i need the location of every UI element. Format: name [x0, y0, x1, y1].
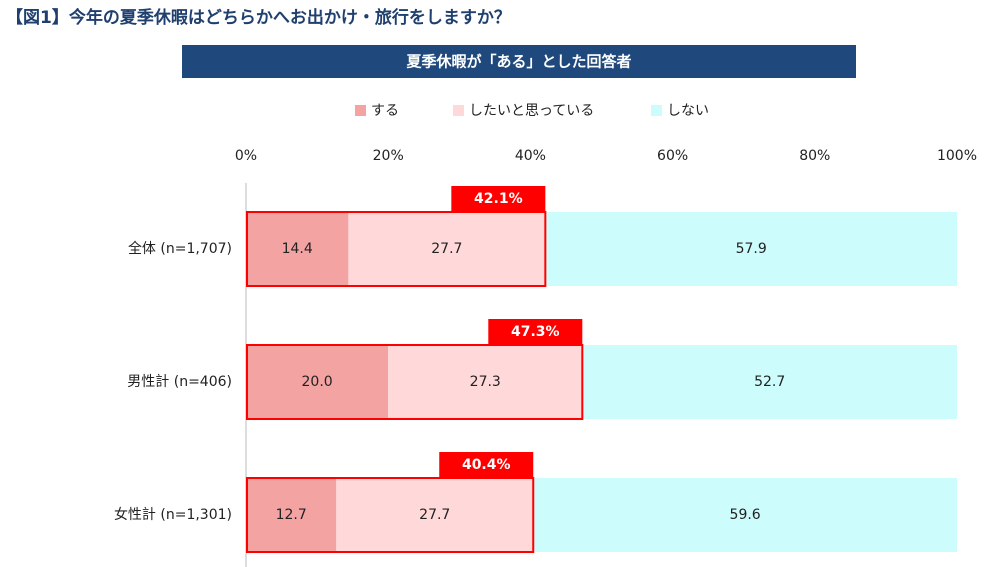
data-label: 27.7 — [431, 241, 462, 257]
bar-segment — [545, 212, 957, 286]
banner — [182, 45, 856, 78]
total-callout — [488, 319, 583, 344]
legend-swatch — [651, 105, 662, 116]
x-tick-label: 20% — [373, 148, 404, 164]
y-tick-label: 全体 (n=1,707) — [128, 240, 232, 257]
banner-text: 夏季休暇が「ある」とした回答者 — [405, 53, 631, 71]
y-tick-label: 女性計 (n=1,301) — [114, 506, 232, 523]
total-outline — [246, 477, 535, 553]
data-label: 27.7 — [419, 507, 450, 523]
data-label: 12.7 — [276, 507, 307, 523]
data-label: 52.7 — [754, 374, 785, 390]
chart-title: 【図1】今年の夏季休暇はどちらかへお出かけ・旅行をしますか？ — [6, 7, 511, 28]
y-tick-label: 男性計 (n=406) — [127, 374, 232, 390]
legend-label: しない — [667, 103, 709, 119]
data-label: 20.0 — [302, 374, 333, 390]
x-tick-label: 100% — [937, 148, 977, 164]
bar-segment — [246, 345, 389, 419]
bar-segment — [582, 345, 957, 419]
bar-segment — [348, 212, 546, 286]
bar-segment — [533, 478, 957, 552]
x-tick-label: 40% — [515, 148, 546, 164]
data-label: 59.6 — [730, 507, 761, 523]
total-callout — [451, 186, 546, 211]
legend-label: したいと思っている — [469, 103, 594, 119]
x-tick-label: 0% — [235, 148, 257, 164]
total-label: 40.4% — [462, 457, 511, 473]
legend-swatch — [355, 105, 366, 116]
x-tick-label: 80% — [799, 148, 830, 164]
bar-segment — [246, 478, 337, 552]
legend-label: する — [371, 103, 399, 119]
bar-segment — [388, 345, 583, 419]
bar-segment — [336, 478, 534, 552]
total-label: 42.1% — [474, 191, 523, 207]
total-label: 47.3% — [511, 324, 560, 340]
total-outline — [246, 344, 584, 420]
total-callout — [439, 452, 534, 477]
legend-swatch — [453, 105, 464, 116]
x-tick-label: 60% — [657, 148, 688, 164]
total-outline — [246, 211, 547, 287]
data-label: 14.4 — [282, 241, 313, 257]
data-label: 57.9 — [736, 241, 767, 257]
data-label: 27.3 — [470, 374, 501, 390]
bar-segment — [246, 212, 349, 286]
